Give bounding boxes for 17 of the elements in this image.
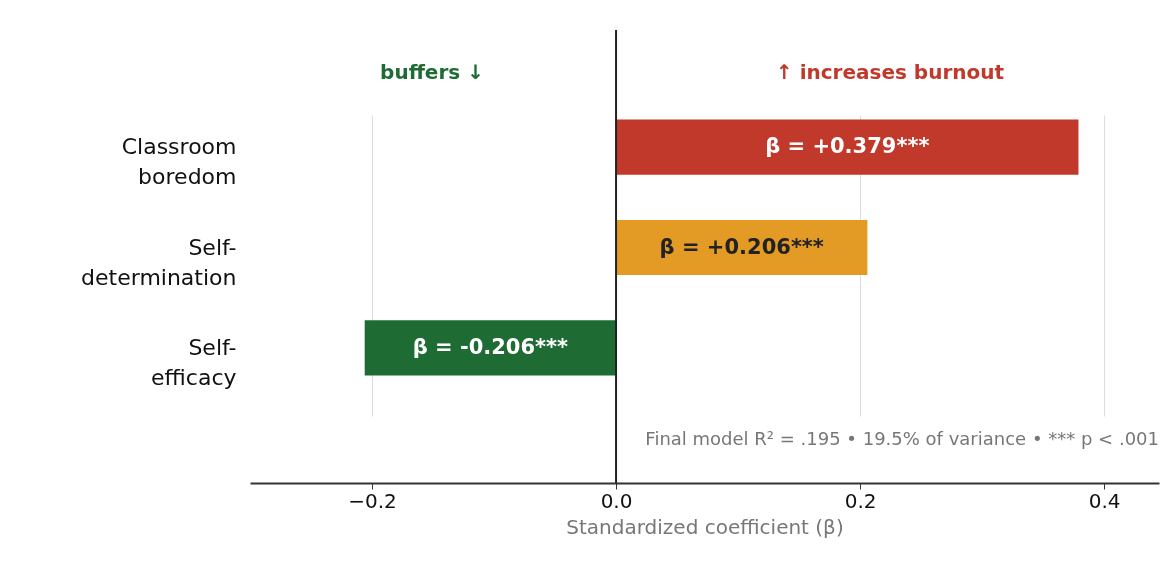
x-tick-label: 0.0 — [600, 488, 633, 513]
x-axis-title: Standardized coefficient (β) — [566, 514, 844, 539]
bar — [616, 119, 1079, 175]
x-tick-label: −0.2 — [348, 488, 397, 513]
y-tick-label: Classroom boredom — [121, 134, 237, 190]
data-label: β = +0.206*** — [659, 234, 824, 259]
x-tick-label: 0.2 — [844, 488, 877, 513]
data-label: β = -0.206*** — [412, 334, 569, 359]
data-label: β = +0.379*** — [765, 134, 930, 159]
text: Final model R² = .195 • 19.5% of variance • *** p < .001 — [645, 428, 1159, 449]
bar — [616, 219, 868, 276]
x-tick-label: 0.4 — [1088, 488, 1121, 513]
y-tick-label: Self-determination — [81, 234, 237, 290]
text: ↑ increases burnout — [775, 60, 1005, 84]
text: buffers ↓ — [380, 60, 484, 84]
y-tick-label: Self-efficacy — [151, 334, 237, 390]
bar — [364, 320, 617, 376]
